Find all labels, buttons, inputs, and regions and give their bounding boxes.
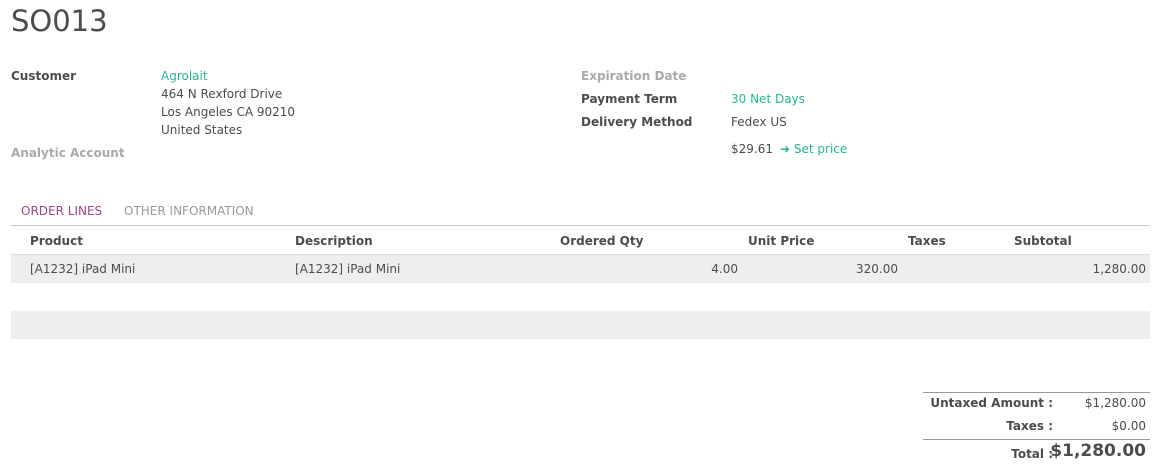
column-description[interactable]: Description [295, 234, 373, 248]
set-price-button[interactable]: ➜ Set price [780, 142, 847, 156]
column-ordered-qty[interactable]: Ordered Qty [560, 234, 644, 248]
cell-unit-price: 320.00 [856, 262, 898, 276]
empty-row [11, 311, 1150, 339]
expiration-date-label: Expiration Date [581, 69, 687, 83]
column-taxes[interactable]: Taxes [908, 234, 946, 248]
analytic-account-label: Analytic Account [11, 146, 125, 160]
table-header [11, 226, 1150, 255]
cell-description: [A1232] iPad Mini [295, 262, 401, 276]
customer-link[interactable]: Agrolait [161, 69, 208, 83]
cell-qty: 4.00 [711, 262, 738, 276]
payment-term-label: Payment Term [581, 92, 678, 106]
address-line: United States [161, 123, 243, 137]
taxes-label: Taxes : [1006, 419, 1053, 433]
column-subtotal[interactable]: Subtotal [1014, 234, 1072, 248]
delivery-price: $29.61 [731, 142, 773, 156]
delivery-method-label: Delivery Method [581, 115, 693, 129]
totals-divider [923, 439, 1150, 440]
address-line: 464 N Rexford Drive [161, 87, 283, 101]
cell-subtotal: 1,280.00 [1092, 262, 1146, 276]
set-price-label: Set price [793, 142, 848, 156]
taxes-amount: $0.00 [1111, 419, 1146, 433]
untaxed-label: Untaxed Amount : [930, 396, 1053, 410]
page-title: SO013 [11, 4, 108, 38]
tab-order-lines[interactable]: ORDER LINES [21, 204, 103, 218]
total-label: Total : [1011, 447, 1053, 461]
arrow-right-icon: ➜ [780, 142, 791, 156]
address-line: Los Angeles CA 90210 [161, 105, 296, 119]
column-product[interactable]: Product [30, 234, 83, 248]
cell-product: [A1232] iPad Mini [30, 262, 136, 276]
untaxed-amount: $1,280.00 [1084, 396, 1146, 410]
column-unit-price[interactable]: Unit Price [748, 234, 815, 248]
tab-divider [11, 225, 1150, 226]
customer-label: Customer [11, 69, 77, 83]
payment-term-link[interactable]: 30 Net Days [731, 92, 805, 106]
delivery-method-value: Fedex US [731, 115, 787, 129]
tab-other-information[interactable]: OTHER INFORMATION [124, 204, 254, 218]
table-row[interactable] [11, 255, 1150, 283]
totals-divider [923, 392, 1150, 393]
total-amount: $1,280.00 [1050, 441, 1146, 461]
